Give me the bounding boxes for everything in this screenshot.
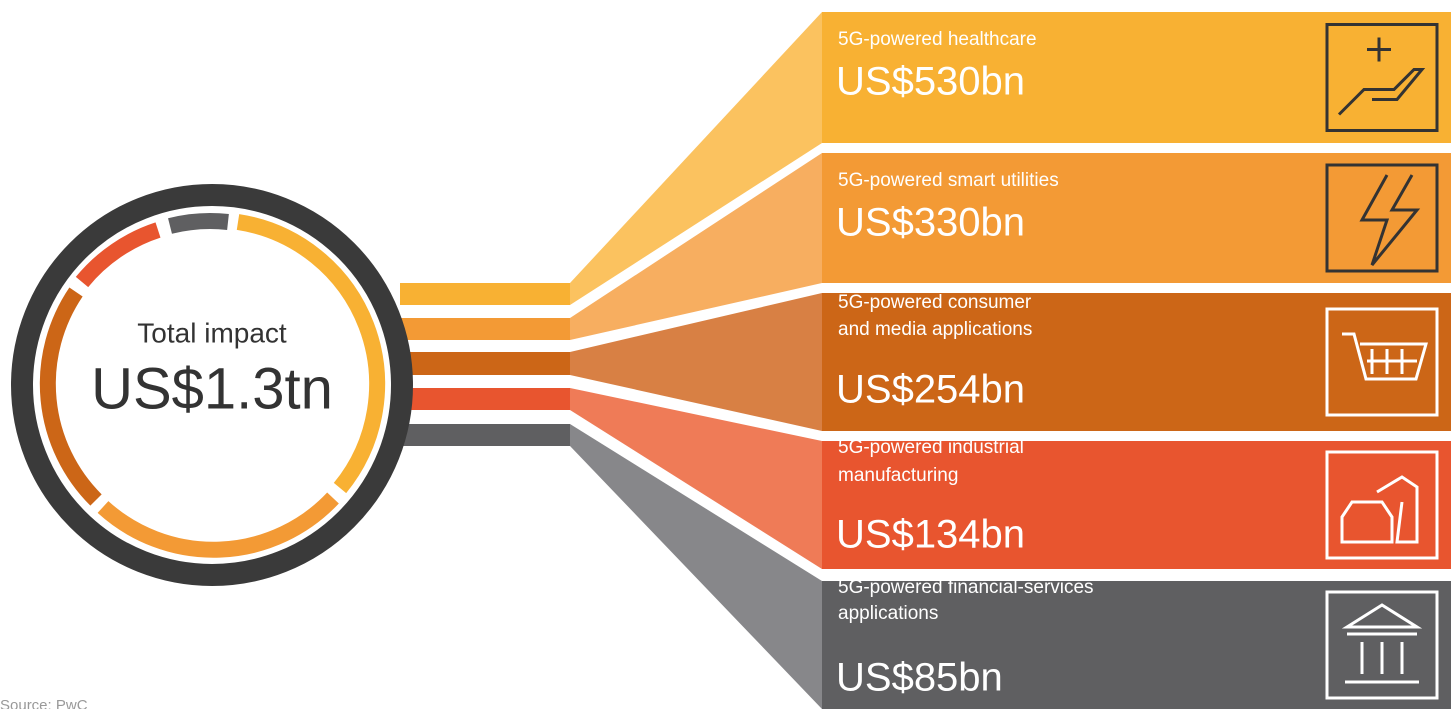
item-label: applications xyxy=(838,603,938,624)
icon xyxy=(1325,590,1439,700)
stripe xyxy=(400,424,570,446)
item-value: US$254bn xyxy=(836,368,1025,412)
fan xyxy=(570,153,822,340)
stripe xyxy=(400,283,570,305)
item-label: manufacturing xyxy=(838,465,958,486)
fan xyxy=(570,12,822,305)
icon xyxy=(1325,450,1439,560)
stripe xyxy=(400,352,570,375)
item-label: 5G-powered smart utilities xyxy=(838,170,1059,191)
icon-frame xyxy=(1325,23,1439,132)
item-label: 5G-powered financial-services xyxy=(838,577,1094,598)
icon-glyph xyxy=(1359,174,1421,266)
item-label: and media applications xyxy=(838,319,1032,340)
item-value: US$330bn xyxy=(836,201,1025,245)
item-value: US$85bn xyxy=(836,656,1003,700)
ring-segment xyxy=(75,222,161,288)
icon-frame xyxy=(1325,450,1439,560)
outer-ring xyxy=(11,184,413,586)
source: Source: PwC xyxy=(0,697,88,709)
inner-ring xyxy=(39,213,386,558)
icon-glyph xyxy=(1337,37,1426,116)
panel xyxy=(822,12,1451,143)
icon-glyph xyxy=(1340,475,1419,544)
icon-glyph xyxy=(1342,332,1428,381)
stripe xyxy=(400,388,570,410)
icon-frame xyxy=(1325,163,1439,273)
panel xyxy=(822,153,1451,283)
panel xyxy=(822,441,1451,569)
center-label: Total impact xyxy=(137,317,287,348)
panel xyxy=(822,581,1451,709)
fan xyxy=(570,293,822,431)
fan xyxy=(570,388,822,569)
ring-segment xyxy=(97,492,339,558)
fan xyxy=(570,424,822,709)
ring-segment xyxy=(168,213,229,234)
panel xyxy=(822,293,1451,431)
icon xyxy=(1325,23,1439,132)
ring-segment xyxy=(39,287,102,506)
ring-segment xyxy=(236,214,386,494)
item-value: US$134bn xyxy=(836,513,1025,557)
item-value: US$530bn xyxy=(836,60,1025,104)
icon xyxy=(1325,163,1439,273)
fans xyxy=(400,12,822,709)
icon-frame xyxy=(1325,307,1439,417)
item-label: 5G-powered industrial xyxy=(838,437,1024,458)
stripe xyxy=(400,318,570,340)
icon-glyph xyxy=(1341,603,1423,684)
item-label: 5G-powered healthcare xyxy=(838,29,1037,50)
icon-frame xyxy=(1325,590,1439,700)
item-label: 5G-powered consumer xyxy=(838,292,1032,313)
icon xyxy=(1325,307,1439,417)
center-value: US$1.3tn xyxy=(91,356,333,421)
